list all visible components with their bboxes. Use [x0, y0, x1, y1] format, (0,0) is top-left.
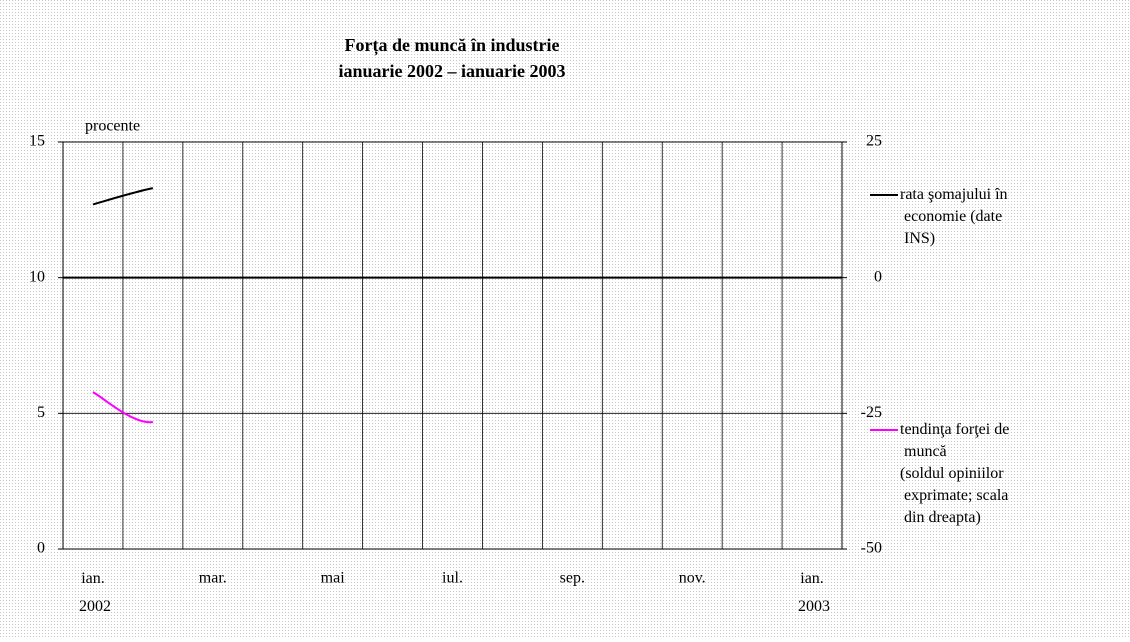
x-tick-label: mar. — [199, 570, 227, 587]
x-tick-label: mai — [321, 570, 346, 587]
legend-line: economie (date — [900, 208, 1002, 225]
legend-line: din dreapta) — [900, 509, 981, 526]
legend-line: exprimate; scala — [900, 487, 1008, 504]
y2-tick-label: -25 — [861, 404, 882, 421]
x-tick-line: ian. — [81, 570, 105, 587]
y-axis-label: procente — [85, 118, 140, 135]
y-tick-label: 5 — [37, 404, 45, 421]
y2-tick-label: 25 — [866, 133, 882, 150]
plot-frame — [62, 141, 843, 550]
y-tick-label: 10 — [29, 268, 45, 285]
y-tick-label: 0 — [37, 540, 45, 557]
chart-subtitle: ianuarie 2002 – ianuarie 2003 — [338, 61, 565, 81]
x-tick-line: 2003 — [794, 598, 830, 615]
x-tick-label: nov. — [679, 570, 706, 587]
legend-line: rata şomajului în — [900, 186, 1008, 203]
legend-line: muncă — [900, 443, 947, 460]
y-tick-label: 15 — [29, 133, 45, 150]
x-tick-line: ian. — [800, 570, 824, 587]
x-tick-label: iul. — [442, 570, 463, 587]
y2-tick-label: -50 — [861, 540, 882, 557]
x-tick-label: ian. 2002 — [75, 570, 111, 615]
y2-tick-label: 0 — [874, 268, 882, 285]
legend-label: (soldul opiniilor exprimate; scala din d… — [900, 465, 1008, 526]
x-tick-label: sep. — [560, 570, 585, 587]
legend-line: INS) — [900, 230, 935, 247]
x-tick-label: ian. 2003 — [794, 570, 830, 615]
series-line — [92, 187, 154, 206]
legend-line: (soldul opiniilor — [900, 465, 1004, 482]
legend-label: rata şomajului în economie (date INS) — [900, 186, 1008, 247]
x-tick-line: 2002 — [75, 598, 111, 615]
legend-label: tendinţa forţei de muncă — [900, 421, 1009, 460]
chart-title: Forța de muncă în industrie — [344, 35, 559, 56]
series-line — [92, 391, 154, 424]
legend-line: tendinţa forţei de — [900, 421, 1009, 438]
